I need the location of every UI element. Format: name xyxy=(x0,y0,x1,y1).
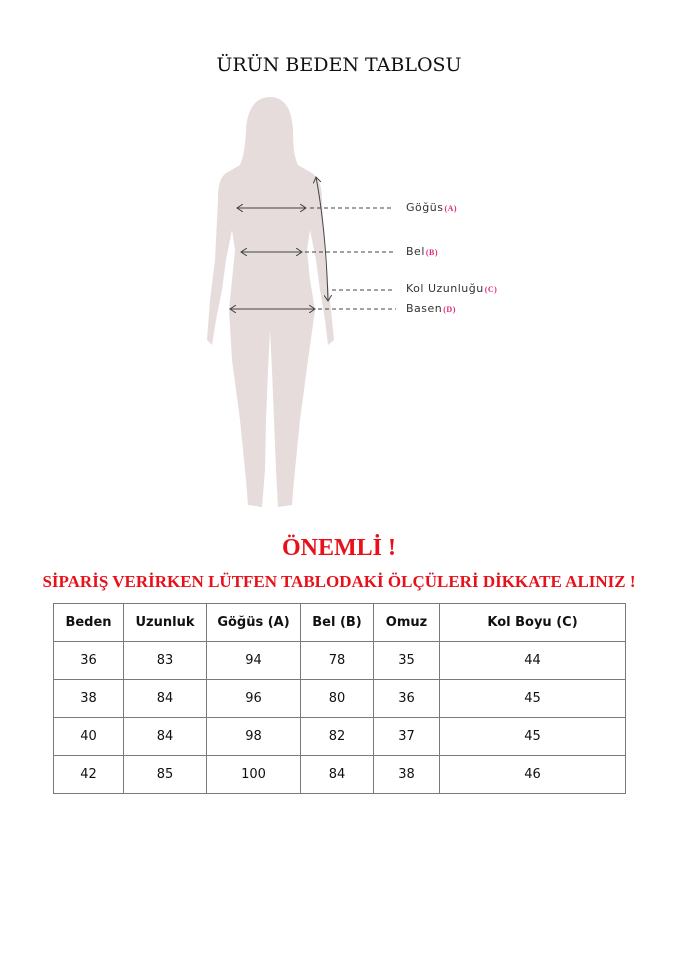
label-text: Kol Uzunluğu xyxy=(406,282,484,295)
header-cell: Kol Boyu (C) xyxy=(439,603,626,642)
table-cell: 36 xyxy=(53,641,124,680)
size-table: Beden Uzunluk Göğüs (A) Bel (B) Omuz Kol… xyxy=(53,603,626,794)
table-cell: 83 xyxy=(123,641,207,680)
table-row: 36 83 94 78 35 44 xyxy=(53,641,626,680)
label-tag: (A) xyxy=(444,204,458,213)
header-cell: Bel (B) xyxy=(300,603,374,642)
body-silhouette xyxy=(207,97,334,507)
table-row: 40 84 98 82 37 45 xyxy=(53,717,626,756)
table-cell: 98 xyxy=(206,717,301,756)
table-cell: 82 xyxy=(300,717,374,756)
table-cell: 44 xyxy=(439,641,626,680)
header-cell: Göğüs (A) xyxy=(206,603,301,642)
header-cell: Omuz xyxy=(373,603,440,642)
table-cell: 38 xyxy=(373,755,440,794)
table-row: 42 85 100 84 38 46 xyxy=(53,755,626,794)
table-cell: 42 xyxy=(53,755,124,794)
header-cell: Uzunluk xyxy=(123,603,207,642)
sleeve-arrow xyxy=(316,177,328,301)
table-cell: 100 xyxy=(206,755,301,794)
table-cell: 35 xyxy=(373,641,440,680)
table-cell: 36 xyxy=(373,679,440,718)
table-cell: 94 xyxy=(206,641,301,680)
table-cell: 96 xyxy=(206,679,301,718)
table-row: 38 84 96 80 36 45 xyxy=(53,679,626,718)
table-cell: 80 xyxy=(300,679,374,718)
label-chest: Göğüs(A) xyxy=(406,201,457,214)
label-tag: (B) xyxy=(425,248,439,257)
table-cell: 37 xyxy=(373,717,440,756)
page-title: ÜRÜN BEDEN TABLOSU xyxy=(216,54,462,76)
table-cell: 85 xyxy=(123,755,207,794)
table-cell: 84 xyxy=(123,717,207,756)
label-tag: (C) xyxy=(484,285,498,294)
table-header-row: Beden Uzunluk Göğüs (A) Bel (B) Omuz Kol… xyxy=(53,603,626,642)
warning-message: SİPARİŞ VERİRKEN LÜTFEN TABLODAKİ ÖLÇÜLE… xyxy=(42,572,636,591)
label-text: Bel xyxy=(406,245,425,258)
label-tag: (D) xyxy=(443,305,456,314)
table-cell: 38 xyxy=(53,679,124,718)
label-sleeve-length: Kol Uzunluğu(C) xyxy=(406,282,497,295)
header-cell: Beden xyxy=(53,603,124,642)
label-text: Basen xyxy=(406,302,443,315)
table-cell: 40 xyxy=(53,717,124,756)
important-heading: ÖNEMLİ ! xyxy=(282,535,396,561)
label-waist: Bel(B) xyxy=(406,245,438,258)
label-hip: Basen(D) xyxy=(406,302,456,315)
table-cell: 84 xyxy=(123,679,207,718)
table-cell: 45 xyxy=(439,717,626,756)
table-cell: 78 xyxy=(300,641,374,680)
table-cell: 46 xyxy=(439,755,626,794)
table-cell: 45 xyxy=(439,679,626,718)
body-measurement-figure xyxy=(207,97,396,507)
table-cell: 84 xyxy=(300,755,374,794)
label-text: Göğüs xyxy=(406,201,444,214)
